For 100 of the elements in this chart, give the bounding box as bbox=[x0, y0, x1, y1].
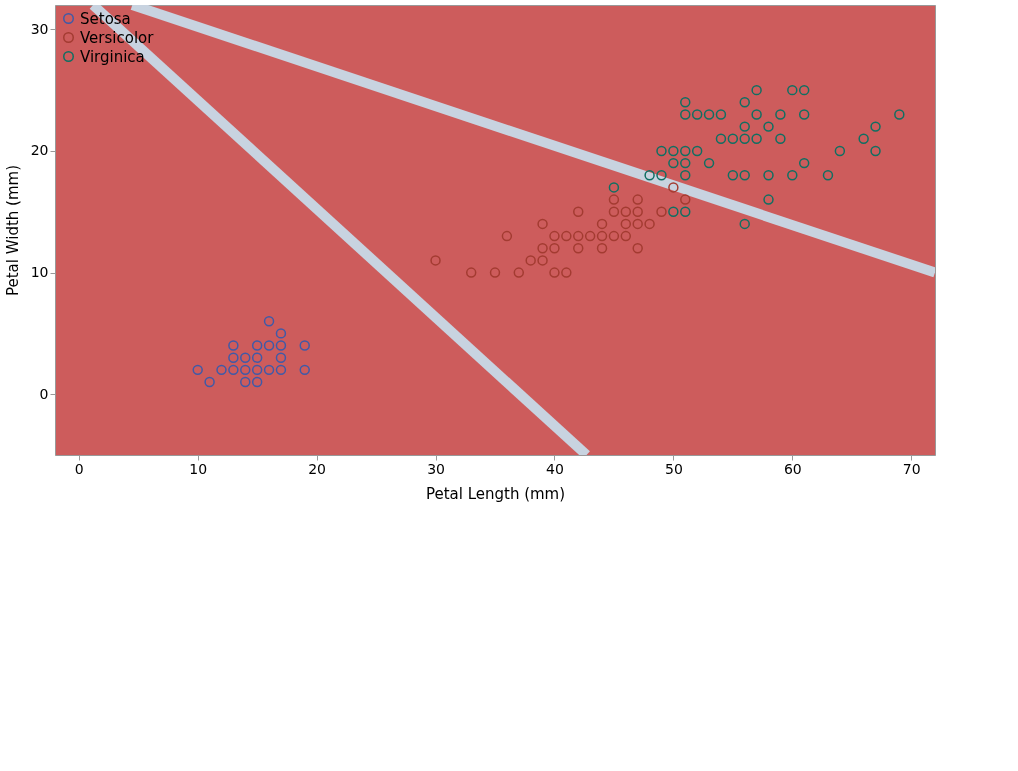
point bbox=[858, 133, 869, 144]
point bbox=[525, 255, 536, 266]
point bbox=[739, 133, 750, 144]
point bbox=[251, 376, 263, 388]
point bbox=[240, 376, 251, 388]
point bbox=[644, 218, 655, 230]
point bbox=[787, 84, 798, 96]
point bbox=[834, 145, 846, 157]
point bbox=[798, 84, 810, 96]
point bbox=[228, 352, 239, 363]
point bbox=[632, 243, 643, 254]
point bbox=[573, 243, 584, 254]
point bbox=[751, 109, 762, 120]
y-tick-label: 10 bbox=[30, 264, 49, 281]
y-tick-label: 0 bbox=[39, 385, 49, 402]
y-tick-label: 20 bbox=[30, 142, 49, 159]
point bbox=[430, 255, 441, 266]
point bbox=[537, 255, 548, 266]
point bbox=[549, 267, 560, 278]
point bbox=[739, 97, 750, 108]
point bbox=[228, 364, 239, 376]
point bbox=[299, 364, 310, 376]
point bbox=[763, 121, 774, 132]
point bbox=[763, 194, 774, 205]
point bbox=[192, 364, 203, 376]
point bbox=[870, 145, 881, 157]
point bbox=[501, 230, 513, 242]
point bbox=[263, 316, 275, 327]
point bbox=[596, 230, 608, 242]
point bbox=[680, 206, 691, 217]
point bbox=[251, 352, 263, 363]
point bbox=[584, 230, 596, 242]
point bbox=[680, 109, 691, 120]
point bbox=[715, 109, 727, 120]
point bbox=[549, 230, 560, 242]
point bbox=[263, 364, 275, 376]
point bbox=[632, 218, 643, 230]
point bbox=[703, 157, 715, 169]
point bbox=[537, 243, 548, 254]
x-tick-label: 30 bbox=[427, 460, 445, 477]
point bbox=[668, 157, 679, 169]
point bbox=[691, 109, 703, 120]
point bbox=[608, 206, 620, 217]
point bbox=[513, 267, 525, 278]
x-tick-label: 70 bbox=[902, 460, 921, 477]
point bbox=[822, 170, 834, 181]
point bbox=[680, 170, 691, 181]
point bbox=[632, 206, 643, 217]
point bbox=[894, 109, 905, 120]
point bbox=[240, 364, 251, 376]
point bbox=[275, 340, 287, 351]
point bbox=[703, 109, 715, 120]
legend-label: Virginica bbox=[80, 47, 145, 66]
point bbox=[537, 218, 548, 230]
point bbox=[727, 133, 739, 144]
point bbox=[727, 170, 739, 181]
x-tick-label: 40 bbox=[546, 460, 564, 477]
point bbox=[573, 206, 584, 217]
point bbox=[763, 170, 774, 181]
point bbox=[620, 230, 632, 242]
x-tick-label: 10 bbox=[189, 460, 208, 477]
point bbox=[668, 182, 679, 193]
point bbox=[299, 340, 310, 351]
point bbox=[775, 109, 786, 120]
point bbox=[656, 145, 667, 157]
x-tick-label: 60 bbox=[783, 460, 802, 477]
point bbox=[608, 230, 620, 242]
point bbox=[608, 182, 620, 193]
x-tick-label: 0 bbox=[74, 460, 84, 477]
point bbox=[751, 133, 762, 144]
point bbox=[739, 218, 750, 230]
point bbox=[620, 218, 632, 230]
point bbox=[240, 352, 251, 363]
point bbox=[751, 84, 762, 96]
point bbox=[275, 328, 287, 339]
point bbox=[691, 145, 703, 157]
point bbox=[561, 230, 572, 242]
point bbox=[251, 340, 263, 351]
point bbox=[216, 364, 227, 376]
point bbox=[739, 170, 750, 181]
point bbox=[680, 194, 691, 205]
point bbox=[870, 121, 881, 132]
point bbox=[549, 243, 560, 254]
x-tick-label: 20 bbox=[308, 460, 327, 477]
point bbox=[620, 206, 632, 217]
point bbox=[680, 157, 691, 169]
point bbox=[275, 352, 287, 363]
y-axis-title: Petal Width (mm) bbox=[3, 164, 22, 297]
point bbox=[275, 364, 287, 376]
point bbox=[668, 145, 679, 157]
x-tick-label: 50 bbox=[664, 460, 683, 477]
y-tick-label: 30 bbox=[30, 20, 49, 37]
point bbox=[632, 194, 643, 205]
point bbox=[668, 206, 679, 217]
point bbox=[489, 267, 501, 278]
point bbox=[656, 206, 667, 217]
point bbox=[775, 133, 786, 144]
point bbox=[798, 109, 810, 120]
point bbox=[798, 157, 810, 169]
point bbox=[680, 97, 691, 108]
